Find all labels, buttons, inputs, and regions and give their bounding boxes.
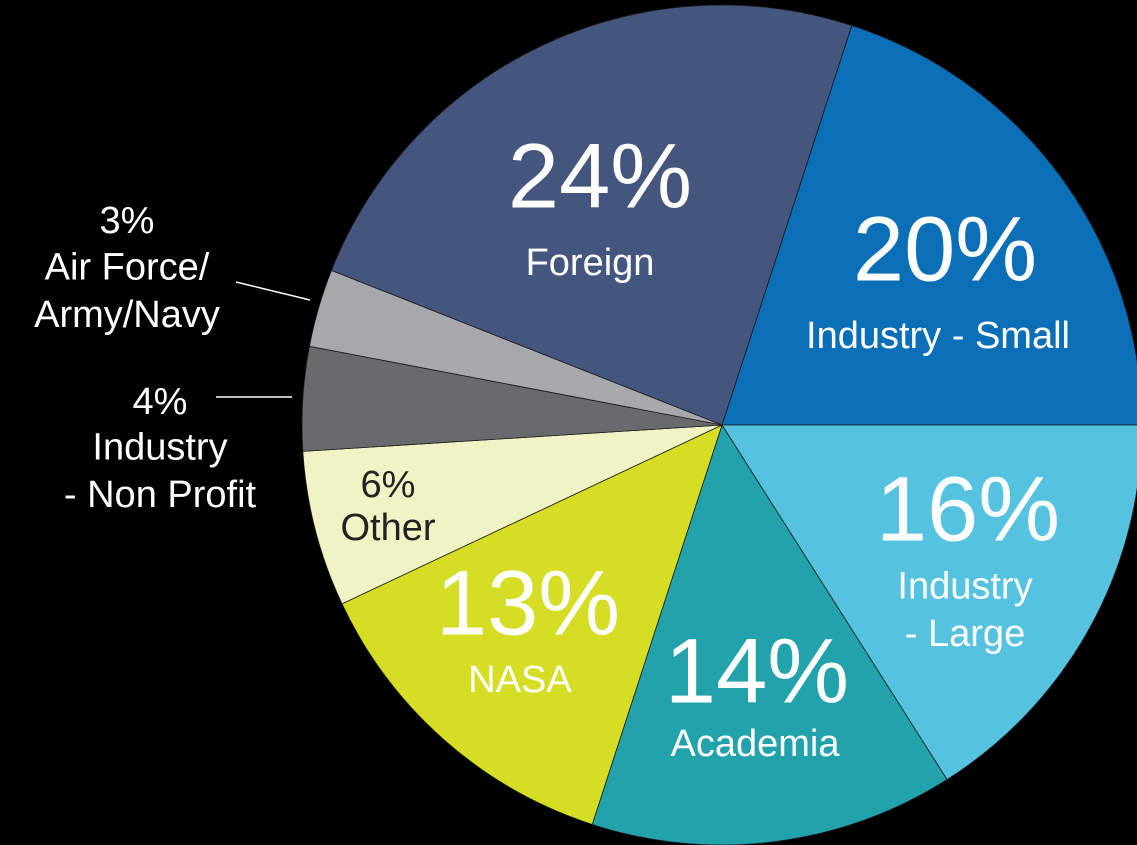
wedge — [591, 424, 948, 845]
category-label: Industry - Small — [806, 315, 1070, 357]
value-label: 24% — [508, 125, 692, 227]
wedge — [721, 424, 1137, 781]
category-label: Foreign — [526, 242, 655, 284]
wedge — [302, 424, 723, 605]
category-label: Academia — [671, 723, 841, 765]
value-label: 4% — [133, 381, 188, 423]
labels: 20% Industry - Small 16%Industry - Large 14%… — [34, 125, 1070, 765]
value-label: 16% — [876, 458, 1060, 560]
pie — [301, 4, 1137, 845]
category-label: NASA — [468, 659, 572, 701]
value-label: 13% — [436, 552, 620, 654]
leader-line — [235, 281, 311, 301]
wedge — [330, 4, 853, 426]
category-label: Air Force/Army/Navy — [34, 246, 220, 336]
category-label: Other — [340, 507, 435, 549]
value-label: 6% — [361, 464, 416, 506]
value-label: 3% — [100, 200, 155, 242]
value-label: 14% — [665, 620, 849, 722]
category-label: Industry - Large — [897, 565, 1032, 655]
value-label: 20% — [853, 198, 1037, 300]
category-label: Industry - Non Profit — [64, 426, 257, 516]
wedge — [341, 424, 723, 825]
